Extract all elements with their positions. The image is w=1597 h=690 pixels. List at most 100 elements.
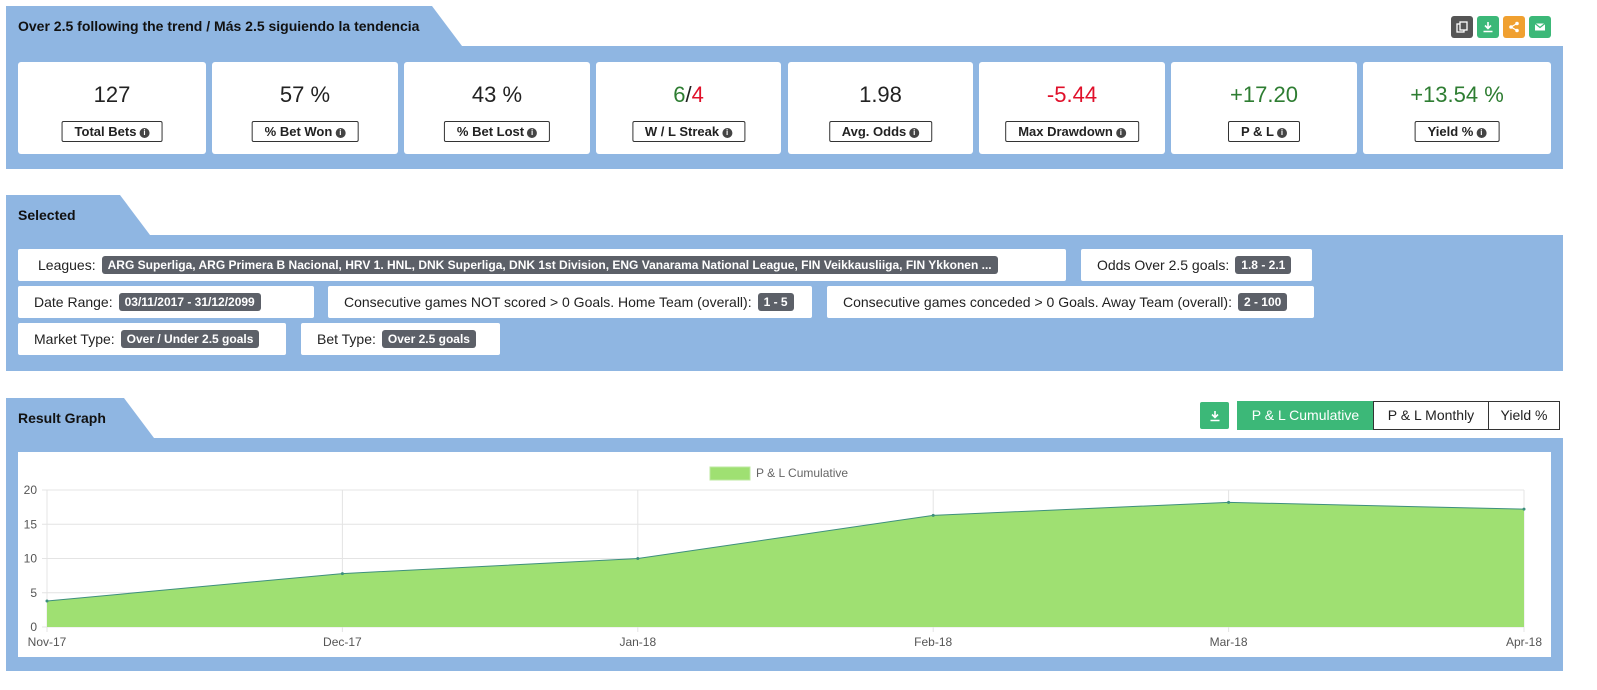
yield-button[interactable]: Yield %	[1488, 401, 1560, 430]
filter-label: Consecutive games NOT scored > 0 Goals. …	[344, 294, 752, 310]
y-tick-label: 5	[30, 586, 37, 600]
filter-value-badge: Over / Under 2.5 goals	[120, 330, 260, 348]
download-icon	[1210, 411, 1219, 422]
y-tick-label: 20	[24, 483, 38, 497]
page-title-tab: Over 2.5 following the trend / Más 2.5 s…	[6, 6, 462, 46]
stat-wl-streak: 6/4 W / L Streak i	[596, 62, 781, 154]
stat-value: 6/4	[596, 82, 781, 108]
y-tick-label: 10	[24, 552, 38, 566]
filter-label: Date Range:	[34, 294, 113, 310]
pl-monthly-label: P & L Monthly	[1387, 407, 1475, 423]
filter-value-badge: 2 - 100	[1237, 293, 1288, 311]
legend-swatch	[709, 466, 751, 481]
data-point[interactable]	[931, 513, 935, 517]
pl-cumulative-chart: 0 5 10 15 20 Nov-17 Dec-17 Jan-18 Feb-18 Mar-18 A…	[24, 466, 1543, 649]
info-icon: i	[527, 128, 538, 138]
filter-value-badge: 1.8 - 2.1	[1235, 256, 1292, 274]
filters-panel: Leagues: ARG Superliga, ARG Primera B Nac…	[6, 235, 1563, 371]
page-title: Over 2.5 following the trend / Más 2.5 s…	[18, 18, 420, 34]
filter-value-badge: ARG Superliga, ARG Primera B Nacional, H…	[101, 256, 998, 274]
data-point[interactable]	[1227, 500, 1231, 504]
stat-value: +17.20	[1230, 82, 1298, 107]
stat-label-button[interactable]: % Bet Lost i	[443, 121, 551, 142]
stat-label-button[interactable]: Max Drawdown i	[1005, 121, 1139, 142]
loss-streak: 4	[691, 82, 704, 107]
stat-value: 1.98	[859, 82, 902, 107]
data-point[interactable]	[636, 557, 640, 560]
stat-value: 57 %	[279, 82, 331, 107]
stat-value: -5.44	[1046, 82, 1098, 107]
graph-panel: 0 5 10 15 20 Nov-17 Dec-17 Jan-18 Feb-18 Mar-18 A…	[6, 438, 1563, 671]
data-point[interactable]	[1522, 507, 1526, 511]
x-tick-label: Feb-18	[914, 635, 952, 649]
pl-cumulative-button[interactable]: P & L Cumulative	[1237, 401, 1374, 430]
info-icon: i	[1115, 128, 1126, 138]
pl-cumulative-label: P & L Cumulative	[1251, 407, 1360, 423]
email-icon	[1534, 23, 1546, 31]
info-icon: i	[1277, 128, 1287, 138]
data-point[interactable]	[340, 572, 344, 576]
filter-away-conceded: Consecutive games conceded > 0 Goals. Aw…	[827, 286, 1314, 318]
copy-button[interactable]	[1451, 16, 1473, 38]
filter-label: Leagues:	[38, 257, 96, 273]
stat-value: +13.54 %	[1410, 82, 1504, 107]
x-tick-label: Mar-18	[1210, 635, 1248, 649]
legend-label: P & L Cumulative	[756, 466, 848, 480]
stat-total-bets: 127 Total Bets i	[18, 62, 206, 154]
series-line	[46, 501, 1525, 602]
filter-home-not-scored: Consecutive games NOT scored > 0 Goals. …	[328, 286, 812, 318]
copy-icon	[1456, 21, 1468, 33]
chart-container: 0 5 10 15 20 Nov-17 Dec-17 Jan-18 Feb-18 Mar-18 A…	[18, 452, 1551, 657]
stat-label-button[interactable]: Avg. Odds i	[828, 121, 933, 142]
x-tick-label: Jan-18	[619, 635, 656, 649]
filter-label: Consecutive games conceded > 0 Goals. Aw…	[843, 294, 1232, 310]
stat-label-button[interactable]: % Bet Won i	[251, 121, 359, 142]
stat-label-button[interactable]: Total Bets i	[61, 121, 163, 142]
download-button[interactable]	[1477, 16, 1499, 38]
filter-bet-type: Bet Type: Over 2.5 goals	[301, 323, 500, 355]
filter-market-type: Market Type: Over / Under 2.5 goals	[18, 323, 286, 355]
stat-yield: +13.54 % Yield % i	[1363, 62, 1551, 154]
stats-panel: 127 Total Bets i 57 % % Bet Won i 43 % % B…	[6, 46, 1563, 169]
graph-download-button[interactable]	[1200, 402, 1229, 429]
win-streak: 6	[673, 82, 686, 107]
filter-value-badge: Over 2.5 goals	[381, 330, 476, 348]
series-area	[47, 502, 1524, 627]
info-icon: i	[909, 128, 920, 138]
filter-date-range: Date Range: 03/11/2017 - 31/12/2099	[18, 286, 314, 318]
filter-label: Bet Type:	[317, 331, 376, 347]
graph-title: Result Graph	[18, 410, 106, 426]
stat-value: 127	[93, 82, 131, 107]
stat-avg-odds: 1.98 Avg. Odds i	[788, 62, 973, 154]
email-button[interactable]	[1529, 16, 1551, 38]
share-icon	[1509, 21, 1519, 33]
y-tick-label: 0	[30, 620, 37, 634]
data-point[interactable]	[45, 599, 49, 603]
stat-label: % Bet Lost	[456, 124, 525, 139]
stat-label-button[interactable]: Yield % i	[1414, 121, 1500, 142]
x-tick-label: Apr-18	[1506, 635, 1542, 649]
info-icon: i	[335, 128, 346, 138]
info-icon: i	[1476, 128, 1487, 138]
pl-monthly-button[interactable]: P & L Monthly	[1373, 401, 1489, 430]
filter-label: Odds Over 2.5 goals:	[1097, 257, 1230, 273]
stat-bet-won: 57 % % Bet Won i	[212, 62, 398, 154]
stat-bet-lost: 43 % % Bet Lost i	[404, 62, 590, 154]
share-button[interactable]	[1503, 16, 1525, 38]
filter-leagues: Leagues: ARG Superliga, ARG Primera B Nac…	[18, 249, 1066, 281]
filter-value-badge: 1 - 5	[757, 293, 794, 311]
stat-label: P & L	[1241, 124, 1274, 139]
stat-label: Yield %	[1427, 124, 1474, 139]
stat-max-drawdown: -5.44 Max Drawdown i	[979, 62, 1165, 154]
filter-odds: Odds Over 2.5 goals: 1.8 - 2.1	[1081, 249, 1312, 281]
filters-tab: Selected Filters	[6, 195, 150, 263]
x-tick-label: Nov-17	[28, 635, 67, 649]
info-icon: i	[139, 128, 150, 138]
stat-label: W / L Streak	[644, 124, 720, 139]
x-tick-label: Dec-17	[323, 635, 362, 649]
filter-label: Market Type:	[34, 331, 115, 347]
graph-tab: Result Graph	[6, 398, 154, 438]
stat-label-button[interactable]: W / L Streak i	[631, 121, 746, 142]
